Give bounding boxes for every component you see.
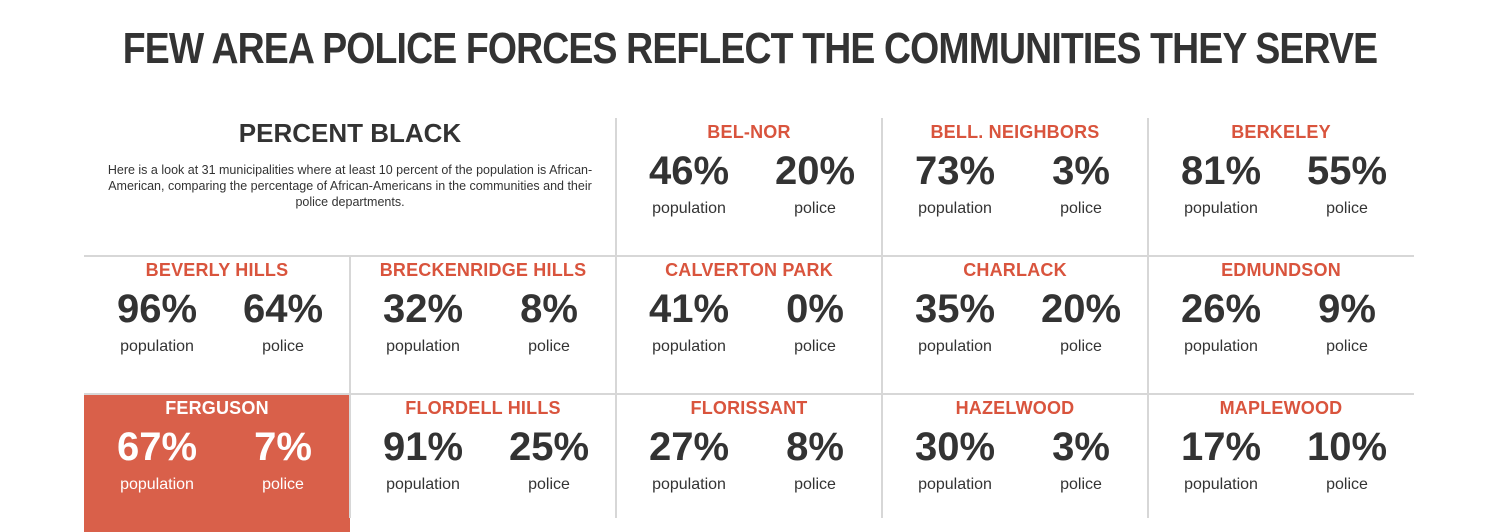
population-label: population (918, 200, 992, 217)
police-value: 3% (1052, 425, 1110, 469)
population-label: population (1184, 200, 1258, 217)
column-divider (349, 256, 351, 518)
police-label: police (1326, 338, 1368, 355)
municipality-cell: BEL-NOR 46% 20% population police (616, 118, 882, 256)
police-label: police (1326, 476, 1368, 493)
police-label: police (1060, 338, 1102, 355)
municipality-name: MAPLEWOOD (1219, 398, 1343, 418)
population-label: population (652, 200, 726, 217)
police-value: 7% (254, 425, 312, 469)
row-divider (84, 393, 1414, 395)
page-title: FEW AREA POLICE FORCES REFLECT THE COMMU… (122, 24, 1378, 73)
population-value: 91% (382, 425, 464, 469)
municipality-cell: BRECKENRIDGE HILLS 32% 8% population police (350, 256, 616, 394)
municipality-cell: BERKELEY 81% 55% population police (1148, 118, 1414, 256)
population-label: population (386, 338, 460, 355)
police-value: 55% (1306, 149, 1388, 193)
municipality-cell: BELL. NEIGHBORS 73% 3% population police (882, 118, 1148, 256)
municipality-name: BERKELEY (1231, 122, 1331, 142)
intro-heading: PERCENT BLACK (238, 118, 462, 148)
population-label: population (918, 338, 992, 355)
population-value: 27% (648, 425, 730, 469)
police-value: 0% (786, 287, 844, 331)
population-value: 26% (1180, 287, 1262, 331)
municipality-cell: HAZELWOOD 30% 3% population police (882, 394, 1148, 532)
population-value: 41% (648, 287, 730, 331)
population-label: population (1184, 338, 1258, 355)
intro-description: Here is a look at 31 municipalities wher… (107, 163, 593, 209)
municipality-cell: FLORDELL HILLS 91% 25% population police (350, 394, 616, 532)
police-label: police (1326, 200, 1368, 217)
municipality-cell: CALVERTON PARK 41% 0% population police (616, 256, 882, 394)
police-label: police (794, 200, 836, 217)
population-label: population (386, 476, 460, 493)
municipality-cell: BEVERLY HILLS 96% 64% population police (84, 256, 350, 394)
municipality-grid: PERCENT BLACK Here is a look at 31 munic… (84, 118, 1420, 532)
police-label: police (1060, 476, 1102, 493)
population-value: 46% (648, 149, 730, 193)
municipality-name: EDMUNDSON (1221, 260, 1341, 280)
police-value: 64% (242, 287, 324, 331)
police-value: 8% (520, 287, 578, 331)
population-value: 35% (914, 287, 996, 331)
police-value: 25% (508, 425, 590, 469)
police-value: 3% (1052, 149, 1110, 193)
population-value: 96% (116, 287, 198, 331)
police-label: police (528, 476, 570, 493)
municipality-cell: MAPLEWOOD 17% 10% population police (1148, 394, 1414, 532)
population-value: 81% (1180, 149, 1262, 193)
population-label: population (120, 476, 194, 493)
police-value: 8% (786, 425, 844, 469)
police-label: police (528, 338, 570, 355)
municipality-name: FLORISSANT (690, 398, 808, 418)
population-label: population (1184, 476, 1258, 493)
municipality-name: BEVERLY HILLS (145, 260, 289, 280)
municipality-name: FERGUSON (165, 398, 269, 418)
police-value: 10% (1306, 425, 1388, 469)
municipality-name: CALVERTON PARK (665, 260, 833, 280)
population-value: 67% (116, 425, 198, 469)
police-value: 9% (1318, 287, 1376, 331)
population-label: population (918, 476, 992, 493)
police-label: police (262, 338, 304, 355)
municipality-name: FLORDELL HILLS (405, 398, 561, 418)
police-label: police (1060, 200, 1102, 217)
police-label: police (794, 338, 836, 355)
municipality-cell: FLORISSANT 27% 8% population police (616, 394, 882, 532)
population-label: population (652, 338, 726, 355)
column-divider (1147, 118, 1149, 518)
population-value: 73% (914, 149, 996, 193)
municipality-name: BRECKENRIDGE HILLS (379, 260, 587, 280)
municipality-cell: CHARLACK 35% 20% population police (882, 256, 1148, 394)
police-value: 20% (774, 149, 856, 193)
police-label: police (262, 476, 304, 493)
municipality-cell: FERGUSON 67% 7% population police (84, 394, 350, 532)
column-divider (615, 118, 617, 518)
column-divider (881, 118, 883, 518)
population-label: population (120, 338, 194, 355)
municipality-cell: EDMUNDSON 26% 9% population police (1148, 256, 1414, 394)
municipality-name: BEL-NOR (707, 122, 791, 142)
population-value: 30% (914, 425, 996, 469)
municipality-name: CHARLACK (963, 260, 1067, 280)
row-divider (84, 255, 1414, 257)
intro-panel: PERCENT BLACK Here is a look at 31 munic… (84, 118, 616, 236)
population-label: population (652, 476, 726, 493)
police-label: police (794, 476, 836, 493)
population-value: 17% (1180, 425, 1262, 469)
population-value: 32% (382, 287, 464, 331)
municipality-name: HAZELWOOD (955, 398, 1075, 418)
municipality-name: BELL. NEIGHBORS (930, 122, 1100, 142)
police-value: 20% (1040, 287, 1122, 331)
